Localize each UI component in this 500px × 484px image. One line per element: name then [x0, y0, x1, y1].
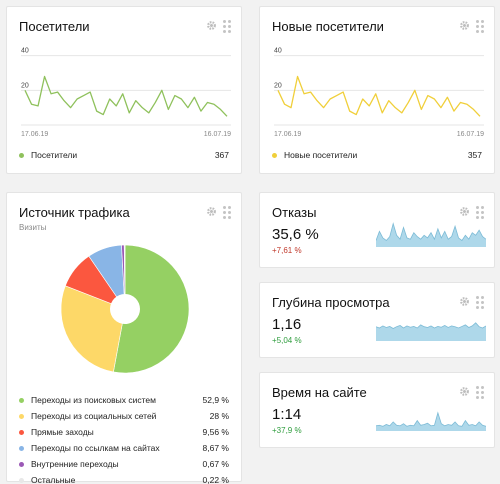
visitors-chart: 20 40 17.06.19 16.07.19 — [21, 48, 231, 138]
bounces-card: Отказы 35,6 % +7,61 % — [259, 192, 495, 268]
legend-dot — [19, 461, 24, 467]
card-title: Посетители — [19, 19, 90, 34]
x-tick-label: 17.06.19 — [21, 131, 48, 138]
drag-handle-icon[interactable] — [223, 206, 231, 219]
legend-label: Переходы из социальных сетей — [31, 411, 157, 421]
visitors-card: Посетители 20 40 17.06.19 16.07.19 Посетите… — [6, 6, 242, 174]
new-visitors-card: Новые посетители 20 40 17.06.19 16.07.19 Но… — [259, 6, 495, 174]
legend-label: Посетители — [31, 150, 78, 160]
pie-center-hole — [110, 294, 140, 324]
x-tick-label: 16.07.19 — [457, 131, 484, 138]
metric-value: 1:14 — [272, 406, 302, 423]
gear-icon[interactable] — [206, 206, 217, 217]
sparkline-line — [376, 222, 486, 242]
time-sparkline — [376, 411, 486, 431]
drag-handle-icon[interactable] — [476, 20, 484, 33]
legend-value: 8,67 % — [202, 443, 229, 453]
legend-label: Переходы по ссылкам на сайтах — [31, 443, 160, 453]
card-tools — [459, 206, 484, 219]
legend-label: Прямые заходы — [31, 427, 94, 437]
metric-delta: +37,9 % — [272, 426, 302, 435]
gear-icon[interactable] — [459, 20, 470, 31]
legend-label: Остальные — [31, 475, 76, 484]
legend-dot — [19, 429, 24, 435]
legend-row: Прямые заходы 9,56 % — [19, 427, 229, 437]
legend-dot — [19, 445, 24, 451]
traffic-source-card: Источник трафика Визиты Переходы из поис… — [6, 192, 242, 484]
legend-row: Переходы по ссылкам на сайтах 8,67 % — [19, 443, 229, 453]
legend-value: 0,22 % — [202, 475, 229, 484]
y-tick-label: 20 — [274, 82, 282, 89]
legend-value: 52,9 % — [202, 395, 229, 405]
gear-icon[interactable] — [459, 296, 470, 307]
legend-label: Новые посетители — [284, 150, 358, 160]
legend-value: 367 — [214, 150, 229, 160]
card-title: Отказы — [272, 205, 317, 220]
sparkline-line — [376, 322, 486, 329]
metric-delta: +7,61 % — [272, 246, 302, 255]
legend-value: 28 % — [209, 411, 229, 421]
card-title: Источник трафика — [19, 205, 130, 220]
sparkline-area — [376, 412, 486, 431]
drag-handle-icon[interactable] — [476, 386, 484, 399]
metric-delta: +5,04 % — [272, 336, 302, 345]
depth-card: Глубина просмотра 1,16 +5,04 % — [259, 282, 495, 358]
y-tick-label: 40 — [21, 48, 29, 55]
legend-dot — [19, 477, 24, 483]
card-tools — [206, 20, 231, 33]
gear-icon[interactable] — [459, 206, 470, 217]
depth-sparkline — [376, 322, 486, 341]
legend-label: Внутренние переходы — [31, 459, 119, 469]
legend-label: Переходы из поисковых систем — [31, 395, 156, 405]
legend-value: 9,56 % — [202, 427, 229, 437]
new-visitors-chart: 20 40 17.06.19 16.07.19 — [274, 48, 484, 138]
time-on-site-card: Время на сайте 1:14 +37,9 % — [259, 372, 495, 448]
card-tools — [459, 296, 484, 309]
gear-icon[interactable] — [206, 20, 217, 31]
legend-dot — [19, 413, 24, 419]
metric-value: 1,16 — [272, 316, 302, 333]
series-line — [277, 75, 481, 117]
metric-label: Визиты — [19, 223, 47, 232]
sparkline-line — [376, 411, 486, 427]
legend-row: Посетители 367 — [19, 150, 229, 160]
card-tools — [459, 20, 484, 33]
pie-slice — [113, 244, 190, 374]
pie-slice — [123, 244, 126, 310]
drag-handle-icon[interactable] — [223, 20, 231, 33]
x-tick-label: 17.06.19 — [274, 131, 301, 138]
card-tools — [206, 206, 231, 219]
legend-value: 357 — [467, 150, 482, 160]
drag-handle-icon[interactable] — [476, 296, 484, 309]
card-tools — [459, 386, 484, 399]
metric-value: 35,6 % — [272, 226, 319, 243]
series-line — [24, 75, 228, 117]
card-title: Глубина просмотра — [272, 295, 390, 310]
legend-value: 0,67 % — [202, 459, 229, 469]
legend-row: Внутренние переходы 0,67 % — [19, 459, 229, 469]
x-tick-label: 16.07.19 — [204, 131, 231, 138]
legend-row: Переходы из поисковых систем 52,9 % — [19, 395, 229, 405]
legend-dot — [19, 152, 24, 158]
drag-handle-icon[interactable] — [476, 206, 484, 219]
y-tick-label: 40 — [274, 48, 282, 55]
legend-dot — [19, 397, 24, 403]
gear-icon[interactable] — [459, 386, 470, 397]
card-title: Новые посетители — [272, 19, 384, 34]
traffic-pie-chart — [60, 244, 190, 374]
legend-row: Переходы из социальных сетей 28 % — [19, 411, 229, 421]
sparkline-area — [376, 223, 486, 247]
sparkline-area — [376, 322, 486, 341]
legend-dot — [272, 152, 277, 158]
legend-row: Новые посетители 357 — [272, 150, 482, 160]
y-tick-label: 20 — [21, 82, 29, 89]
pie-slice — [60, 285, 126, 373]
legend-row: Остальные 0,22 % — [19, 475, 229, 484]
card-title: Время на сайте — [272, 385, 367, 400]
bounces-sparkline — [376, 222, 486, 247]
